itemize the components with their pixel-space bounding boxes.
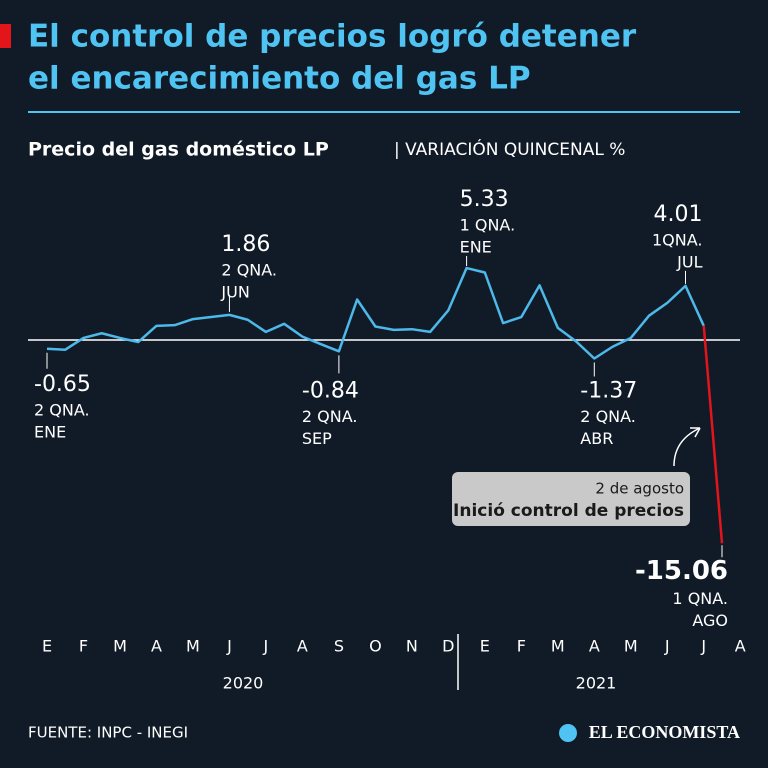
x-tick-label: A bbox=[589, 637, 600, 656]
data-label: 4.01 bbox=[654, 202, 703, 227]
accent-bar bbox=[0, 24, 11, 48]
x-tick-label: M bbox=[551, 637, 565, 656]
data-label: -0.65 bbox=[34, 372, 91, 397]
x-tick-label: E bbox=[480, 637, 490, 656]
x-tick-label: J bbox=[263, 637, 269, 656]
x-tick-label: A bbox=[297, 637, 308, 656]
x-tick-label: J bbox=[664, 637, 670, 656]
data-label: 1.86 bbox=[221, 232, 270, 257]
x-tick-label: J bbox=[700, 637, 706, 656]
unit-label: | VARIACIÓN QUINCENAL % bbox=[394, 138, 625, 160]
x-tick-label: M bbox=[113, 637, 127, 656]
annotation-date: 2 de agosto bbox=[595, 480, 684, 498]
period-label: ENE bbox=[460, 238, 492, 257]
x-tick-label: E bbox=[42, 637, 52, 656]
line bbox=[46, 266, 705, 360]
period-label: ENE bbox=[34, 422, 66, 441]
x-tick-label: F bbox=[517, 637, 526, 656]
annotation-arrowhead bbox=[690, 427, 701, 438]
period-label: AGO bbox=[692, 611, 728, 630]
annotation-arrow bbox=[673, 427, 701, 467]
x-tick-label: M bbox=[624, 637, 638, 656]
x-tick-label: A bbox=[735, 637, 746, 656]
period-label: SEP bbox=[302, 429, 332, 448]
year-label: 2021 bbox=[576, 674, 617, 693]
data-label: -0.84 bbox=[302, 378, 359, 403]
year-label: 2020 bbox=[223, 674, 264, 693]
period-label: 2 QNA. bbox=[34, 400, 90, 419]
period-label: 2 QNA. bbox=[221, 260, 277, 279]
period-label: 2 QNA. bbox=[302, 407, 358, 426]
brand-icon bbox=[559, 724, 577, 742]
x-tick-label: F bbox=[79, 637, 88, 656]
period-label: 1 QNA. bbox=[460, 216, 516, 235]
period-label: JUN bbox=[220, 282, 249, 301]
chart-title: el encarecimiento del gas LP bbox=[28, 61, 531, 97]
x-tick-label: O bbox=[369, 637, 382, 656]
annotation-text: Inició control de precios bbox=[453, 501, 684, 521]
x-tick-label: S bbox=[334, 637, 344, 656]
x-tick-label: N bbox=[406, 637, 418, 656]
x-tick-label: J bbox=[226, 637, 232, 656]
period-label: 1 QNA. bbox=[672, 589, 728, 608]
source: FUENTE: INPC - INEGI bbox=[28, 724, 188, 742]
period-label: JUL bbox=[676, 252, 702, 271]
brand: EL ECONOMISTA bbox=[589, 722, 740, 742]
x-tick-label: M bbox=[186, 637, 200, 656]
subtitle: Precio del gas doméstico LP bbox=[28, 139, 329, 161]
annotation-box bbox=[452, 472, 690, 526]
x-tick-label: D bbox=[442, 637, 454, 656]
data-label: -1.37 bbox=[580, 378, 637, 403]
x-tick-label: A bbox=[151, 637, 162, 656]
data-label: 5.33 bbox=[460, 187, 509, 212]
period-label: 1QNA. bbox=[652, 230, 703, 249]
period-label: 2 QNA. bbox=[580, 407, 636, 426]
period-label: ABR bbox=[580, 429, 613, 448]
data-label: -15.06 bbox=[635, 556, 728, 586]
chart-title: El control de precios logró detener bbox=[28, 19, 637, 55]
line-highlight bbox=[702, 325, 724, 544]
